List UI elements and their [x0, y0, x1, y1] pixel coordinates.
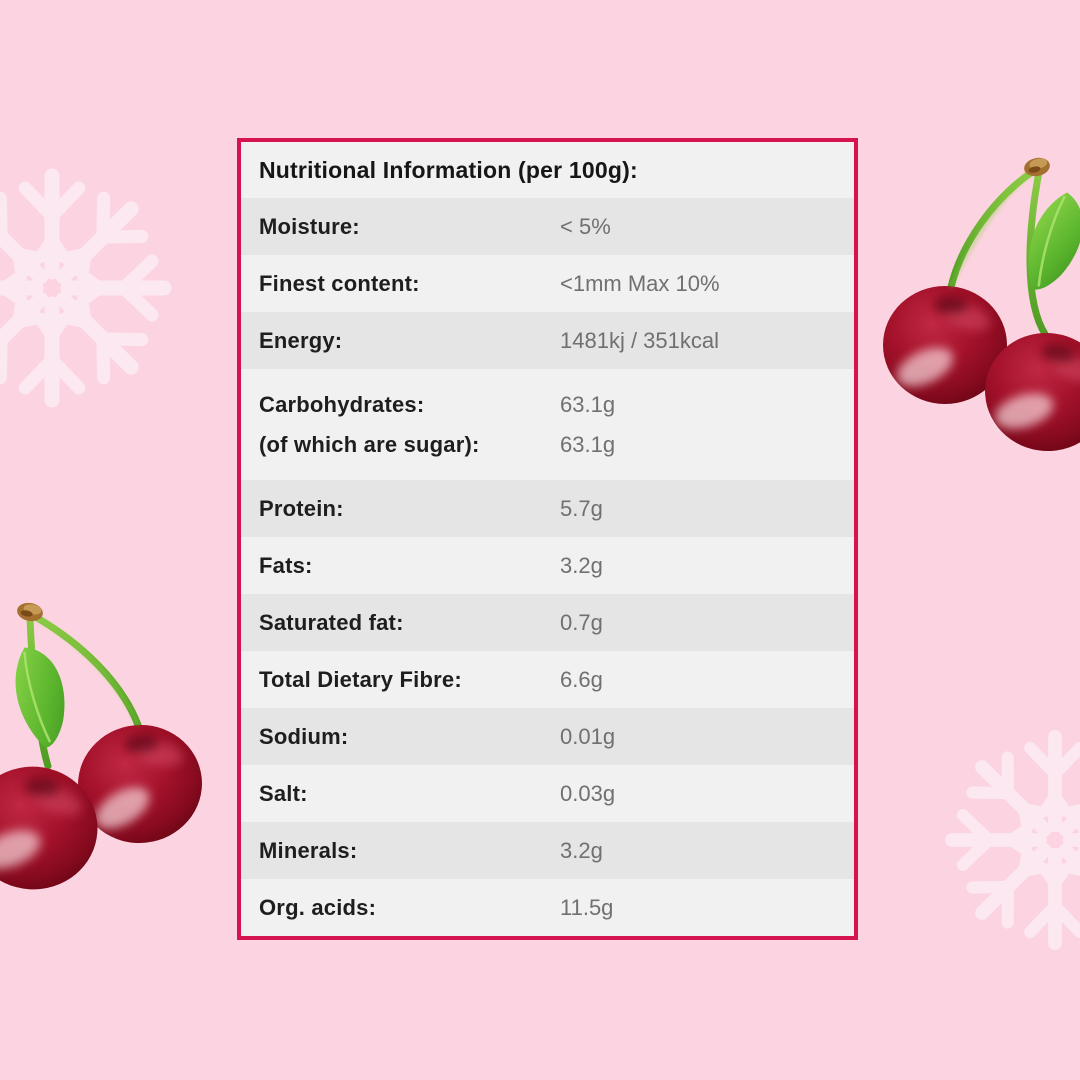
row-label: Carbohydrates: [259, 391, 425, 417]
row-label: Org. acids: [259, 894, 377, 920]
row-label: Sodium: [259, 723, 349, 749]
table-row-energy: Energy: 1481kj / 351kcal [241, 312, 854, 369]
table-row-finest-content: Finest content: <1mm Max 10% [241, 255, 854, 312]
row-label: Saturated fat: [259, 609, 404, 635]
cherries-top-right-image [875, 155, 1080, 475]
row-value: 11.5g [560, 894, 614, 920]
row-value: 63.1g [560, 391, 616, 417]
row-label: Minerals: [259, 837, 358, 863]
row-value: 3.2g [560, 552, 603, 578]
row-value: < 5% [560, 213, 611, 239]
row-value: 5.7g [560, 495, 603, 521]
row-label: Total Dietary Fibre: [259, 666, 462, 692]
table-row-minerals: Minerals: 3.2g [241, 822, 854, 879]
table-row-salt: Salt: 0.03g [241, 765, 854, 822]
table-row-protein: Protein: 5.7g [241, 480, 854, 537]
row-value: <1mm Max 10% [560, 270, 720, 296]
row-label: Protein: [259, 495, 344, 521]
table-title: Nutritional Information (per 100g): [259, 156, 638, 183]
table-row-dietary-fibre: Total Dietary Fibre: 6.6g [241, 651, 854, 708]
carbohydrates-line: Carbohydrates: 63.1g [241, 385, 854, 425]
nutrition-table: Nutritional Information (per 100g): Mois… [237, 138, 858, 940]
table-row-saturated-fat: Saturated fat: 0.7g [241, 594, 854, 651]
snowflake-left-icon [0, 158, 182, 418]
cherries-bottom-left-image [0, 600, 220, 933]
table-row-org-acids: Org. acids: 11.5g [241, 879, 854, 936]
row-label: Salt: [259, 780, 308, 806]
row-value: 3.2g [560, 837, 603, 863]
of-which-sugar-line: (of which are sugar): 63.1g [241, 425, 854, 465]
table-row-sodium: Sodium: 0.01g [241, 708, 854, 765]
row-value: 63.1g [560, 431, 616, 457]
row-value: 6.6g [560, 666, 603, 692]
row-label: Moisture: [259, 213, 360, 239]
snowflake-bottom-right-icon [945, 730, 1080, 950]
table-row-fats: Fats: 3.2g [241, 537, 854, 594]
row-label: Fats: [259, 552, 313, 578]
row-label: Finest content: [259, 270, 420, 296]
table-row-carbohydrates: Carbohydrates: 63.1g (of which are sugar… [241, 369, 854, 480]
table-row-moisture: Moisture: < 5% [241, 198, 854, 255]
row-value: 0.01g [560, 723, 616, 749]
row-label: Energy: [259, 327, 343, 353]
row-value: 0.7g [560, 609, 603, 635]
table-title-row: Nutritional Information (per 100g): [241, 142, 854, 198]
row-value: 0.03g [560, 780, 616, 806]
row-label: (of which are sugar): [259, 431, 480, 457]
row-value: 1481kj / 351kcal [560, 327, 719, 353]
